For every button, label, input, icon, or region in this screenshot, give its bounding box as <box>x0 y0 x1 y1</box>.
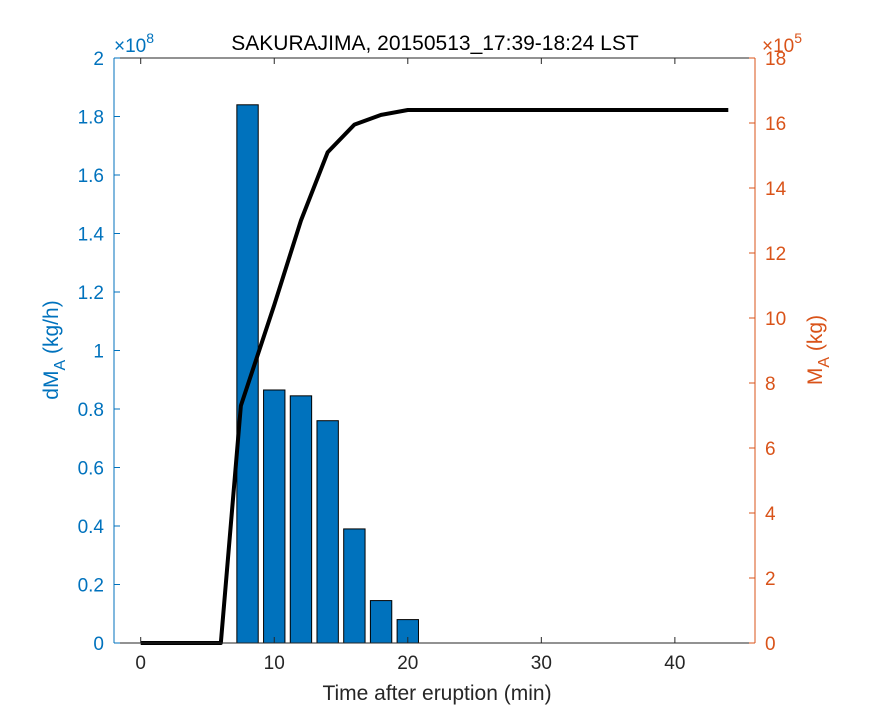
left-tick-label: 0.4 <box>78 517 105 538</box>
right-tick-label: 4 <box>765 504 776 525</box>
line-series <box>140 108 729 645</box>
left-label-main: dM <box>40 371 63 400</box>
bar <box>369 600 393 644</box>
left-axis-label: dMA (kg/h) <box>40 300 69 399</box>
right-axis-exponent: ×105 <box>762 30 802 57</box>
left-tick-label: 2 <box>93 49 104 70</box>
left-tick-label: 1.2 <box>78 283 104 304</box>
left-tick-label: 0.8 <box>78 400 104 421</box>
left-tick-label: 1.4 <box>78 225 105 246</box>
left-exponent-base: ×10 <box>114 36 146 57</box>
x-tick-label: 40 <box>664 653 685 674</box>
right-exponent-power: 5 <box>794 30 802 46</box>
left-label-unit: (kg/h) <box>40 300 63 360</box>
right-tick-label: 18 <box>765 49 786 70</box>
right-tick-label: 2 <box>765 569 776 590</box>
right-label-main: M <box>804 368 827 386</box>
x-tick-label: 20 <box>397 653 418 674</box>
bar <box>263 389 286 644</box>
plot-area <box>114 58 755 643</box>
x-tick-label: 0 <box>135 653 146 674</box>
right-axis-label: MA (kg) <box>804 315 833 385</box>
right-tick-label: 10 <box>765 309 786 330</box>
left-tick-label: 1.8 <box>78 108 104 129</box>
x-axis-label: Time after eruption (min) <box>322 682 551 705</box>
bar-series <box>236 104 419 644</box>
left-tick-label: 0.2 <box>78 576 104 597</box>
left-tick-label: 0 <box>93 634 104 655</box>
x-tick-label: 10 <box>264 653 285 674</box>
x-tick-label: 30 <box>531 653 552 674</box>
right-tick-label: 0 <box>765 634 776 655</box>
left-axis-ticks: 0 0.2 0.4 0.6 0.8 1 1.2 1.4 1.6 1.8 2 <box>78 49 120 655</box>
x-axis-ticks: 0 10 20 30 40 <box>135 58 685 674</box>
left-tick-label: 1 <box>93 342 104 363</box>
right-tick-label: 16 <box>765 114 786 135</box>
right-label-unit: (kg) <box>804 315 827 357</box>
right-tick-label: 14 <box>765 179 787 200</box>
left-label-sub: A <box>52 360 69 371</box>
right-tick-label: 12 <box>765 244 786 265</box>
left-axis-exponent: ×108 <box>114 30 154 57</box>
right-label-sub: A <box>816 357 833 368</box>
bar <box>289 395 313 644</box>
right-tick-label: 6 <box>765 439 776 460</box>
right-axis-ticks: 0 2 4 6 8 10 12 14 16 18 <box>749 49 787 655</box>
left-tick-label: 1.6 <box>78 166 104 187</box>
bar <box>236 104 259 644</box>
left-tick-label: 0.6 <box>78 459 104 480</box>
right-exponent-base: ×10 <box>762 36 794 57</box>
left-exponent-power: 8 <box>146 30 154 46</box>
cumulative-mass-line <box>140 108 729 645</box>
bar <box>316 420 339 644</box>
bar <box>343 528 366 644</box>
right-tick-label: 8 <box>765 374 776 395</box>
chart-title: SAKURAJIMA, 20150513_17:39-18:24 LST <box>231 32 639 55</box>
